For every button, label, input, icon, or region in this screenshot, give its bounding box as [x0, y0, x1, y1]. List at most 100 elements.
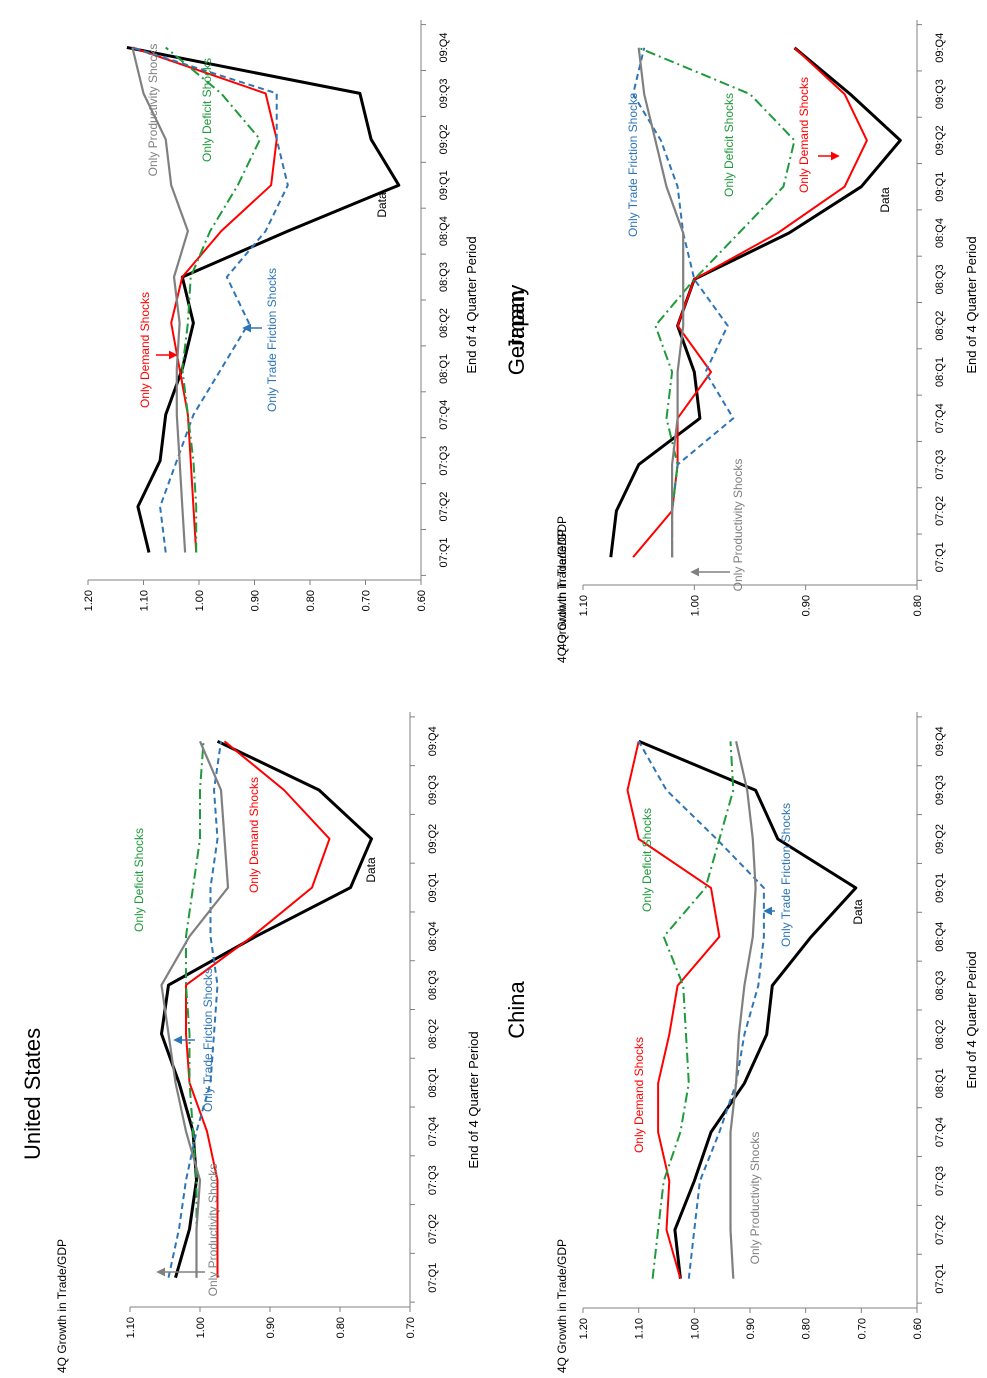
category-tick-label: 09:Q1: [427, 873, 439, 903]
annotation-productivity: Only Productivity Shocks: [731, 459, 745, 592]
category-tick-label: 09:Q2: [934, 125, 946, 155]
category-tick-label: 07:Q1: [934, 1264, 946, 1294]
series-line-demand: [626, 741, 721, 1279]
category-tick-label: 09:Q4: [934, 33, 946, 63]
value-tick-label: 1.20: [578, 1318, 590, 1339]
annotation-deficit: Only Deficit Shocks: [640, 808, 654, 912]
category-tick-label: 07:Q4: [934, 1117, 946, 1147]
category-tick-label: 08:Q1: [934, 357, 946, 387]
category-tick-label: 09:Q3: [438, 78, 450, 108]
annotation-data: Data: [375, 192, 389, 218]
y-axis-label: 4Q Growth in Trade/GDP: [555, 1239, 569, 1373]
series-line-productivity: [637, 47, 685, 558]
x-axis-label: End of 4 Quarter Period: [964, 951, 979, 1088]
category-tick-label: 09:Q2: [934, 824, 946, 854]
value-tick-label: 1.00: [689, 595, 701, 616]
category-tick-label: 08:Q2: [934, 1019, 946, 1049]
value-tick-label: 1.20: [83, 590, 95, 611]
category-tick-label: 09:Q1: [934, 172, 946, 202]
annotation-deficit: Only Deficit Shocks: [722, 93, 736, 197]
category-tick-label: 07:Q3: [934, 450, 946, 480]
series-line-data: [609, 46, 902, 558]
category-tick-label: 08:Q4: [427, 921, 439, 951]
plot-area-germany: 0.80 0.90 1.00 1.10 07:Q1 07:Q2 07:Q3 07:Q4 08:Q…: [578, 20, 946, 616]
category-tick-label: 08:Q3: [438, 262, 450, 292]
category-tick-label: 09:Q4: [427, 726, 439, 756]
category-tick-label: 07:Q4: [934, 403, 946, 433]
value-tick-label: 1.00: [194, 590, 206, 611]
series-line-data: [126, 46, 401, 553]
value-tick-label: 0.80: [335, 1317, 347, 1338]
chart-japan: Japan 4Q Growth in Trade/GDP End of 4 Qu…: [83, 20, 569, 650]
chart-title: Germany: [504, 285, 529, 375]
annotation-data: Data: [878, 187, 892, 213]
value-tick-label: 0.70: [361, 590, 373, 611]
category-tick-label: 09:Q2: [438, 124, 450, 154]
series-line-data: [638, 739, 858, 1279]
value-tick-label: 0.70: [856, 1318, 868, 1339]
plot-area-china: 0.60 0.70 0.80 0.90 1.00 1.10 1.20 07:Q1 07:Q2 07…: [578, 712, 946, 1339]
x-axis-label: End of 4 Quarter Period: [964, 236, 979, 373]
plot-area-united-states: 0.70 0.80 0.90 1.00 1.10 07:Q1 07:Q2 07:Q3 07:Q4…: [125, 712, 439, 1338]
category-tick-label: 08:Q4: [934, 218, 946, 248]
y-axis-label: 4Q Growth in Trade/GDP: [55, 1239, 69, 1373]
chart-germany: Germany 4Q Growth in Trade/GDP End of 4 …: [504, 20, 979, 663]
value-tick-label: 1.10: [634, 1318, 646, 1339]
category-tick-label: 08:Q3: [427, 970, 439, 1000]
series-line-productivity: [160, 740, 230, 1278]
series-line-deficit: [651, 741, 735, 1279]
value-tick-label: 0.90: [250, 590, 262, 611]
category-tick-label: 07:Q2: [438, 492, 450, 522]
series-line-data: [160, 739, 373, 1279]
category-tick-label: 07:Q1: [934, 542, 946, 572]
annotation-productivity: Only Productivity Shocks: [146, 44, 160, 177]
chart-china: China 4Q Growth in Trade/GDP End of 4 Qu…: [504, 712, 979, 1373]
x-axis-label: End of 4 Quarter Period: [464, 236, 479, 373]
category-tick-label: 09:Q4: [934, 726, 946, 756]
value-tick-label: 1.10: [139, 590, 151, 611]
category-tick-label: 07:Q3: [438, 446, 450, 476]
category-tick-label: 09:Q1: [934, 873, 946, 903]
value-tick-label: 0.90: [265, 1317, 277, 1338]
annotation-productivity: Only Productivity Shocks: [748, 1132, 762, 1265]
value-tick-label: 1.00: [689, 1318, 701, 1339]
y-axis-label: 4Q Growth in Trade/GDP: [555, 529, 569, 663]
category-tick-label: 08:Q1: [427, 1068, 439, 1098]
y-axis-label: 4Q Growth in Trade/GDP: [555, 516, 569, 650]
annotation-friction: Only Trade Friction Shocks: [779, 803, 793, 947]
value-tick-label: 0.60: [912, 1318, 924, 1339]
series-line-deficit: [165, 46, 261, 553]
category-tick-label: 09:Q3: [934, 775, 946, 805]
annotation-data: Data: [851, 899, 865, 925]
value-tick-label: 0.70: [405, 1317, 417, 1338]
category-tick-label: 07:Q1: [438, 537, 450, 567]
category-tick-label: 08:Q1: [438, 354, 450, 384]
series-line-demand: [632, 47, 868, 558]
value-tick-label: 0.90: [801, 595, 813, 616]
annotation-friction: Only Trade Friction Shocks: [265, 268, 279, 412]
chart-title: Japan: [504, 290, 529, 350]
value-tick-label: 0.80: [305, 590, 317, 611]
category-tick-label: 09:Q1: [438, 170, 450, 200]
value-tick-label: 1.00: [195, 1317, 207, 1338]
category-tick-label: 07:Q1: [427, 1263, 439, 1293]
category-tick-label: 07:Q2: [934, 496, 946, 526]
annotation-friction: Only Trade Friction Shocks: [626, 93, 640, 237]
plot-area-japan: 0.60 0.70 0.80 0.90 1.00 1.10 1.20 07:Q1 07:Q2 07…: [83, 20, 450, 611]
category-tick-label: 09:Q3: [934, 79, 946, 109]
chart-united-states: United States 4Q Growth in Trade/GDP End…: [20, 712, 481, 1373]
series-line-productivity: [131, 47, 189, 553]
category-tick-label: 09:Q3: [427, 775, 439, 805]
series-line-productivity: [729, 741, 757, 1279]
series-line-deficit: [638, 46, 796, 558]
annotation-productivity: Only Productivity Shocks: [206, 1164, 220, 1297]
category-tick-label: 07:Q4: [438, 400, 450, 430]
value-tick-label: 0.60: [416, 590, 428, 611]
category-tick-label: 09:Q2: [427, 824, 439, 854]
category-tick-label: 08:Q2: [438, 308, 450, 338]
annotation-deficit: Only Deficit Shocks: [200, 58, 214, 162]
category-tick-label: 09:Q4: [438, 33, 450, 63]
annotation-demand: Only Demand Shocks: [797, 77, 811, 193]
